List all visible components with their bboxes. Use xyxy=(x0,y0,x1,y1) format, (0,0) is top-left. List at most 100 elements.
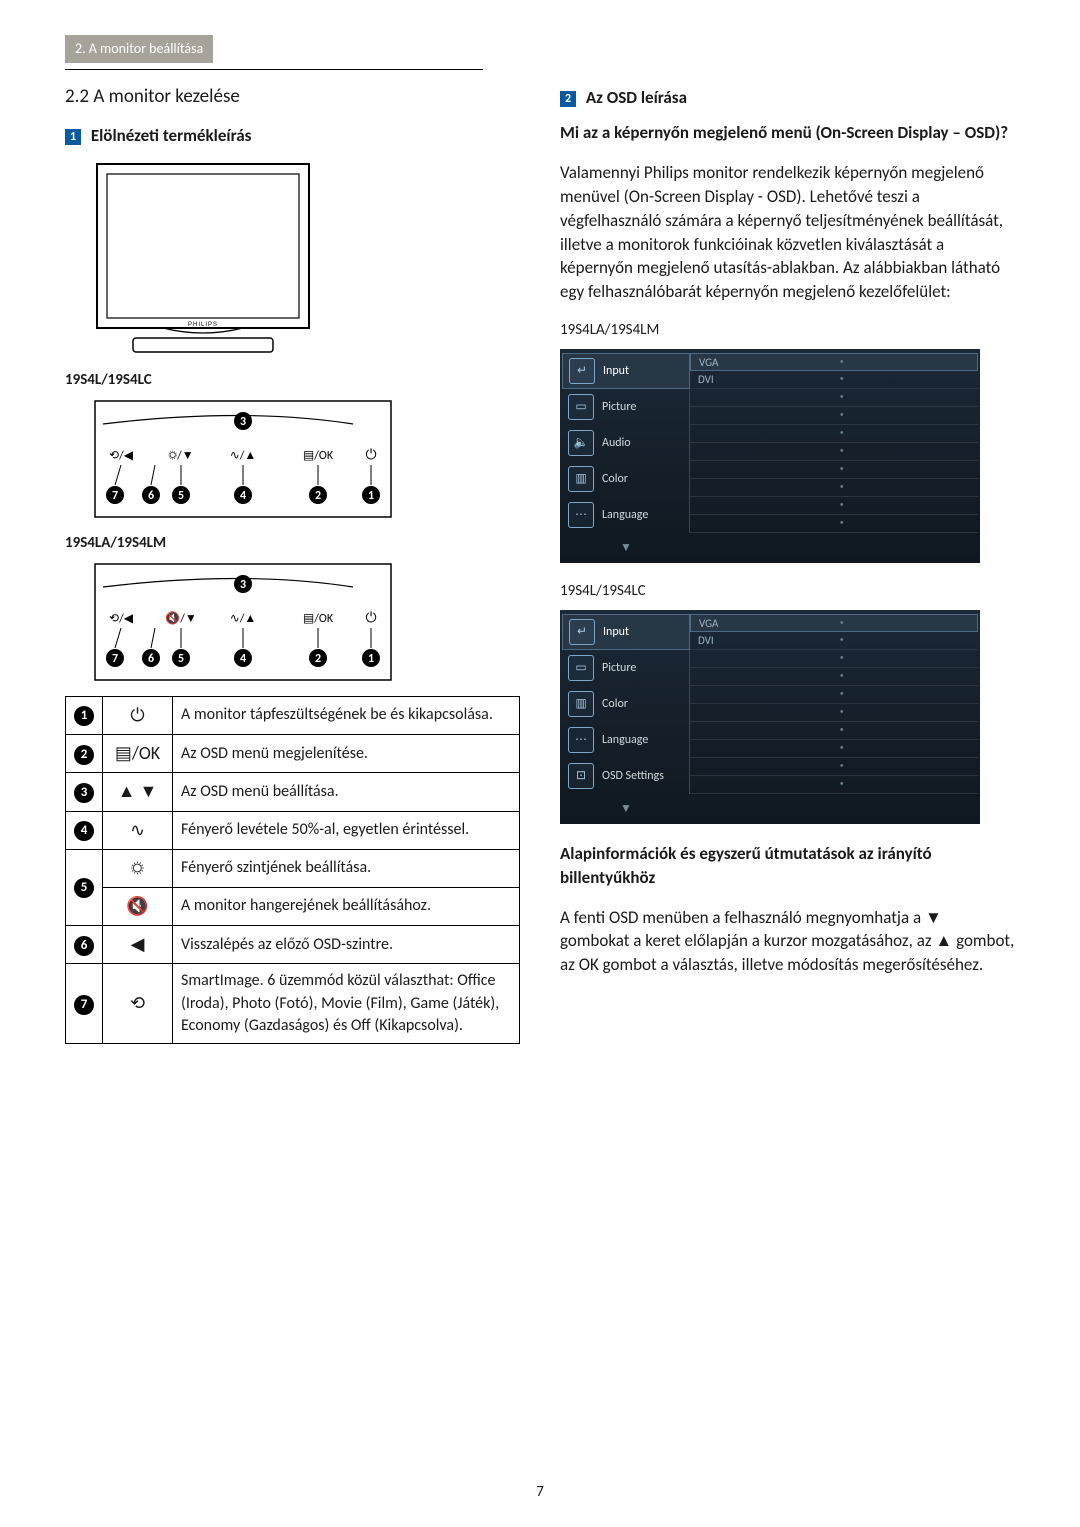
osd-submenu-item: • xyxy=(690,668,978,686)
osd-menu-row: ▥Color•• xyxy=(562,461,978,497)
osd-item-label: Audio xyxy=(602,435,631,452)
svg-text:2: 2 xyxy=(315,489,321,503)
svg-text:1: 1 xyxy=(368,489,374,503)
osd-item-icon: ↵ xyxy=(569,619,595,645)
osd-menu-item: ▥Color xyxy=(562,686,690,722)
osd-menu-item: ▥ Color xyxy=(562,461,690,497)
page-number: 7 xyxy=(536,1482,544,1503)
osd-down-arrow: ▼ xyxy=(562,533,690,563)
osd-menu-row: ⊡OSD Settings•• xyxy=(562,758,978,794)
breadcrumb: 2. A monitor beállítása xyxy=(65,35,213,63)
mute-icon: 🔇 xyxy=(103,887,173,925)
right-column: 2 Az OSD leírása Mi az a képernyőn megje… xyxy=(560,84,1015,1045)
osd-item-label: Color xyxy=(602,471,628,488)
osd-item-label: Picture xyxy=(602,660,636,677)
header-rule xyxy=(65,69,483,70)
svg-text:1: 1 xyxy=(368,652,374,666)
row-num: 5 xyxy=(74,878,94,898)
button-description-table: 1 ⏻ A monitor tápfeszültségének be és ki… xyxy=(65,696,520,1044)
osd-item-icon: 🔈 xyxy=(568,430,594,456)
row-desc: A monitor hangerejének beállításához. xyxy=(173,887,520,925)
osd-submenu-item: • xyxy=(690,497,978,515)
svg-text:7: 7 xyxy=(112,489,118,503)
osd-item-icon: ⋯ xyxy=(568,727,594,753)
osd-item-label: Input xyxy=(603,363,629,380)
svg-text:3: 3 xyxy=(240,578,246,592)
table-row: 6 ◀ Visszalépés az előző OSD-szintre. xyxy=(66,926,520,964)
osd-menu-row: 🔈Audio•• xyxy=(562,425,978,461)
svg-text:5: 5 xyxy=(178,652,184,666)
svg-text:▤/OK: ▤/OK xyxy=(303,449,334,463)
block-2-label: Az OSD leírása xyxy=(586,87,687,108)
osd-submenu-item: • xyxy=(690,686,978,704)
left-column: 2.2 A monitor kezelése 1 Elölnézeti term… xyxy=(65,84,520,1045)
osd-item-label: Picture xyxy=(602,399,636,416)
osd-question-title: Mi az a képernyőn megjelenő menü (On-Scr… xyxy=(560,121,1015,145)
table-row: 4 ∿ Fényerő levétele 50%-al, egyetlen ér… xyxy=(66,811,520,849)
osd-menu-row: ▭Picture•• xyxy=(562,650,978,686)
svg-text:⟲/◀: ⟲/◀ xyxy=(109,449,134,463)
osd-menu-row: ▥Color•• xyxy=(562,686,978,722)
row-desc: Fényerő szintjének beállítása. xyxy=(173,849,520,887)
osd-item-label: Input xyxy=(603,624,629,641)
osd-item-icon: ⋯ xyxy=(568,502,594,528)
osd-item-icon: ▥ xyxy=(568,466,594,492)
osd-submenu-item: • xyxy=(690,407,978,425)
table-row: 2 ▤/OK Az OSD menü megjelenítése. xyxy=(66,735,520,773)
osd-model-la: 19S4LA/19S4LM xyxy=(560,320,1015,341)
osd-submenu-item: • xyxy=(690,425,978,443)
osd-menu-item: ▭Picture xyxy=(562,650,690,686)
up-down-icon: ▲ ▼ xyxy=(103,773,173,811)
osd-down-arrow: ▼ xyxy=(562,794,690,824)
svg-text:4: 4 xyxy=(240,652,246,666)
row-desc: Visszalépés az előző OSD-szintre. xyxy=(173,926,520,964)
monitor-front-view: PHILIPS xyxy=(93,160,313,360)
osd-menu-item: ⊡ OSD Settings xyxy=(562,758,690,794)
svg-text:⟲/◀: ⟲/◀ xyxy=(109,612,134,626)
row-num: 2 xyxy=(74,745,94,765)
svg-text:7: 7 xyxy=(112,652,118,666)
osd-item-label: OSD Settings xyxy=(602,768,664,785)
row-num: 6 xyxy=(74,936,94,956)
row-desc: A monitor tápfeszültségének be és kikapc… xyxy=(173,696,520,734)
osd-description-paragraph: Valamennyi Philips monitor rendelkezik k… xyxy=(560,161,1015,304)
svg-text:5: 5 xyxy=(178,489,184,503)
svg-text:⏻: ⏻ xyxy=(365,609,376,626)
smartimage-wave-icon: ∿ xyxy=(103,811,173,849)
osd-menu-item: ⋯Language xyxy=(562,497,690,533)
svg-text:☼/▼: ☼/▼ xyxy=(168,449,193,463)
osd-item-label: Language xyxy=(602,732,648,749)
row-desc: SmartImage. 6 üzemmód közül választhat: … xyxy=(173,964,520,1044)
svg-text:▤/OK: ▤/OK xyxy=(303,612,334,626)
smartimage-return-icon: ⟲ xyxy=(103,964,173,1044)
osd-submenu-item: DVI• xyxy=(690,371,978,389)
power-icon: ⏻ xyxy=(103,696,173,734)
osd-submenu-item: • xyxy=(690,758,978,776)
row-num: 4 xyxy=(74,821,94,841)
osd-item-icon: ⊡ xyxy=(568,763,594,789)
osd-submenu-item: DVI• xyxy=(690,632,978,650)
osd-menu-row: ▭Picture•• xyxy=(562,389,978,425)
model-b-label: 19S4LA/19S4LM xyxy=(65,533,520,554)
row-num: 7 xyxy=(74,995,94,1015)
osd-item-label: Color xyxy=(602,696,628,713)
block-1-title: 1 Elölnézeti termékleírás xyxy=(65,124,520,148)
svg-text:PHILIPS: PHILIPS xyxy=(188,322,218,328)
osd-submenu-item: • xyxy=(690,704,978,722)
osd-menu-item: 🔈 Audio xyxy=(562,425,690,461)
osd-model-l: 19S4L/19S4LC xyxy=(560,581,1015,602)
table-row: 3 ▲ ▼ Az OSD menü beállítása. xyxy=(66,773,520,811)
brightness-icon: ☼ xyxy=(103,849,173,887)
osd-menu-item: ▭Picture xyxy=(562,389,690,425)
row-num: 3 xyxy=(74,783,94,803)
osd-submenu-item: • xyxy=(690,650,978,668)
back-icon: ◀ xyxy=(103,926,173,964)
osd-screenshot-a: ↵InputVGA•DVI•▭Picture••🔈Audio••▥Color••… xyxy=(560,349,980,563)
svg-text:∿/▲: ∿/▲ xyxy=(230,449,257,463)
osd-menu-item: ↵ Input xyxy=(562,614,690,650)
osd-menu-row: ↵InputVGA•DVI• xyxy=(562,353,978,389)
table-row: 1 ⏻ A monitor tápfeszültségének be és ki… xyxy=(66,696,520,734)
table-row: 🔇 A monitor hangerejének beállításához. xyxy=(66,887,520,925)
osd-screenshot-b: ↵InputVGA•DVI•▭Picture••▥Color••⋯Languag… xyxy=(560,610,980,824)
osd-item-icon: ↵ xyxy=(569,358,595,384)
